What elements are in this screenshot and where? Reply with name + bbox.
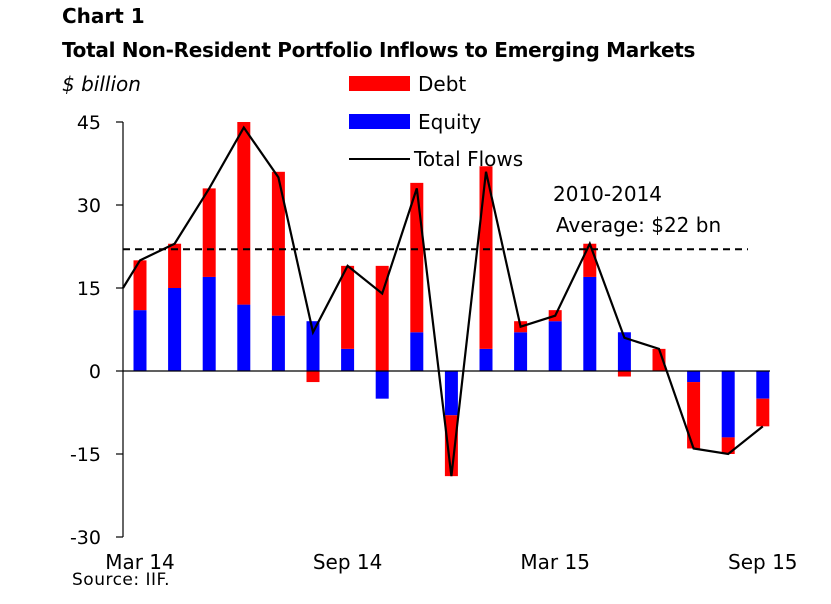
chart-number-title: Chart 1 xyxy=(62,4,145,28)
equity-bar xyxy=(548,321,562,371)
debt-bar xyxy=(202,188,216,277)
debt-bar xyxy=(341,265,355,349)
debt-bar xyxy=(617,371,631,377)
y-tick-label: 45 xyxy=(77,112,101,134)
y-tick-label: -15 xyxy=(70,444,101,466)
equity-bar xyxy=(237,304,251,371)
y-axis-unit-label: $ billion xyxy=(62,72,141,96)
debt-bar xyxy=(687,382,701,449)
x-tick-label: Sep 14 xyxy=(313,550,383,574)
equity-bar xyxy=(410,332,424,371)
debt-bar xyxy=(479,166,493,349)
legend-debt-label: Debt xyxy=(418,72,466,96)
debt-bar xyxy=(444,415,458,477)
equity-bar xyxy=(202,276,216,371)
debt-bar xyxy=(271,171,285,316)
equity-bar xyxy=(341,348,355,371)
total-flows-line xyxy=(122,125,764,477)
debt-bar xyxy=(237,122,251,305)
x-tick-label: Mar 15 xyxy=(520,550,590,574)
y-tick-label: -30 xyxy=(70,527,101,549)
equity-bar xyxy=(133,310,147,371)
equity-bar xyxy=(583,276,597,371)
equity-bar xyxy=(617,332,631,371)
equity-bar xyxy=(375,371,389,399)
legend-total-flows-label: Total Flows xyxy=(413,147,523,171)
average-label-years: 2010-2014 xyxy=(553,182,662,206)
debt-bar xyxy=(306,371,320,383)
equity-bar xyxy=(756,371,770,399)
debt-bar xyxy=(168,243,182,288)
equity-bar xyxy=(687,371,701,383)
x-tick-label: Sep 15 xyxy=(728,550,798,574)
chart-title: Total Non-Resident Portfolio Inflows to … xyxy=(62,38,696,62)
legend-debt-swatch xyxy=(349,76,410,91)
debt-bar xyxy=(133,260,147,311)
debt-bar xyxy=(756,398,770,427)
equity-bar xyxy=(271,315,285,371)
equity-bar xyxy=(514,332,528,371)
equity-bar xyxy=(444,371,458,416)
y-tick-label: 30 xyxy=(77,195,101,217)
source-note: Source: IIF. xyxy=(72,570,170,590)
y-tick-label: 0 xyxy=(89,361,101,383)
average-label-value: Average: $22 bn xyxy=(556,213,721,237)
equity-bar xyxy=(306,321,320,371)
x-tick-label: Mar 14 xyxy=(105,550,175,574)
legend-equity-label: Equity xyxy=(418,110,481,134)
equity-bar xyxy=(168,288,182,371)
equity-bar xyxy=(479,348,493,371)
y-tick-label: 15 xyxy=(77,278,101,300)
legend-equity-swatch xyxy=(349,114,410,129)
debt-bar xyxy=(652,348,666,371)
debt-bar xyxy=(721,437,735,454)
equity-bar xyxy=(721,371,735,438)
